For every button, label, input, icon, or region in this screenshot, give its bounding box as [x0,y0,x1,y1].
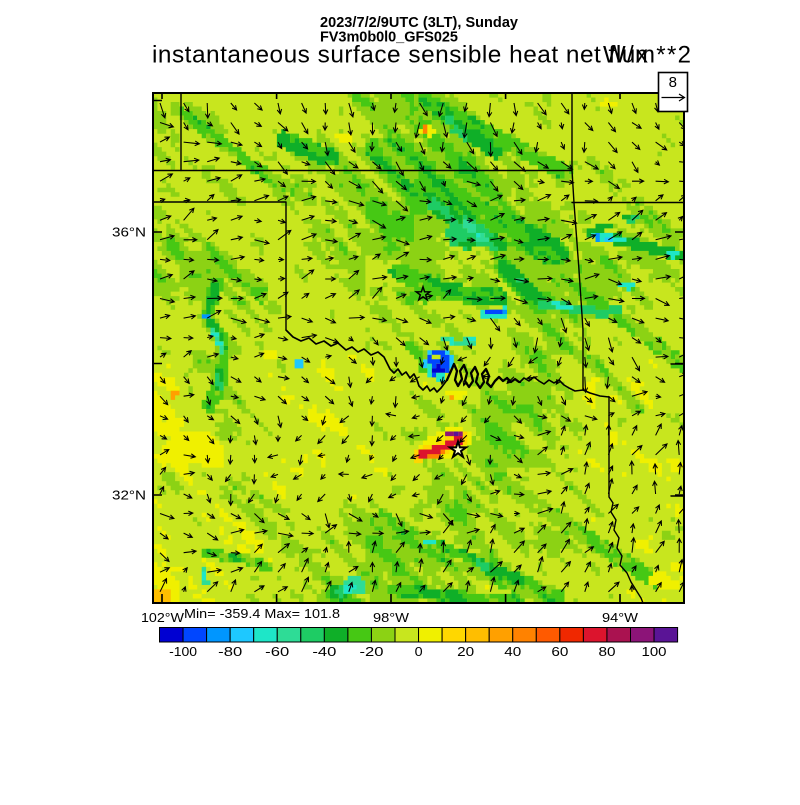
svg-text:100: 100 [642,644,667,659]
svg-text:2023/7/2/9UTC (3LT), Sunday: 2023/7/2/9UTC (3LT), Sunday [320,15,518,31]
svg-text:36°N: 36°N [112,225,146,240]
svg-text:-100: -100 [169,644,197,659]
svg-text:-20: -20 [360,644,384,659]
svg-text:instantaneous surface sensible: instantaneous surface sensible heat net … [152,42,648,69]
svg-text:80: 80 [599,644,616,659]
svg-text:-80: -80 [218,644,242,659]
svg-text:-60: -60 [265,644,289,659]
svg-text:32°N: 32°N [112,488,146,503]
svg-text:20: 20 [457,644,474,659]
svg-text:0: 0 [415,644,423,659]
svg-text:94°W: 94°W [602,610,639,625]
svg-text:Min= -359.4 Max= 101.8: Min= -359.4 Max= 101.8 [184,606,340,621]
svg-text:8: 8 [669,74,677,91]
svg-text:W/m**2: W/m**2 [603,42,691,69]
svg-text:98°W: 98°W [373,610,410,625]
svg-text:102°W: 102°W [141,610,185,625]
svg-text:40: 40 [504,644,521,659]
svg-text:FV3m0b0l0_GFS025: FV3m0b0l0_GFS025 [320,29,458,45]
svg-text:-40: -40 [312,644,336,659]
svg-text:60: 60 [551,644,568,659]
